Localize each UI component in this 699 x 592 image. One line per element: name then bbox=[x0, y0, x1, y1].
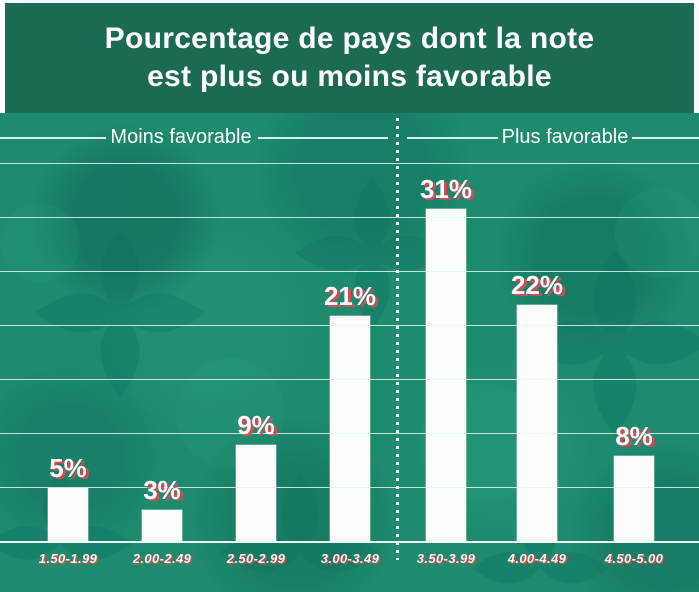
bar bbox=[614, 456, 654, 542]
bar-value-label: 3% bbox=[143, 475, 181, 505]
gridline-20pct bbox=[0, 325, 699, 326]
title-banner: Pourcentage de pays dont la note est plu… bbox=[5, 3, 694, 113]
x-tick-label: 2.00-2.49 bbox=[132, 551, 192, 566]
divider-dotted-line bbox=[396, 118, 399, 560]
bar bbox=[426, 209, 466, 542]
x-tick-label: 4.00-4.49 bbox=[507, 551, 567, 566]
bar bbox=[236, 445, 276, 542]
section-rule-segment bbox=[407, 137, 498, 139]
section-label-plus-favorable: Plus favorable bbox=[501, 126, 629, 148]
gridline-30pct bbox=[0, 217, 699, 218]
background-ornament-pattern bbox=[0, 176, 699, 584]
bar-value-label: 31% bbox=[419, 174, 473, 204]
gridline-35pct bbox=[0, 163, 699, 164]
bar-value-label: 21% bbox=[323, 281, 377, 311]
bar bbox=[48, 488, 88, 542]
section-rule-segment bbox=[632, 137, 699, 139]
bar-value-label: 22% bbox=[510, 270, 564, 300]
section-rule-segment bbox=[0, 137, 106, 139]
chart-title-line-1: Pourcentage de pays dont la note bbox=[104, 22, 595, 55]
gridline-25pct bbox=[0, 271, 699, 272]
section-rule-segment bbox=[258, 137, 388, 139]
bar bbox=[517, 305, 557, 542]
gridline-15pct bbox=[0, 379, 699, 380]
x-axis-line bbox=[0, 541, 699, 543]
section-label-moins-favorable: Moins favorable bbox=[110, 126, 252, 148]
bar bbox=[142, 510, 182, 542]
chart-title-line-2: est plus ou moins favorable bbox=[147, 60, 552, 93]
x-tick-label: 3.50-3.99 bbox=[416, 551, 476, 566]
bar-value-label: 9% bbox=[237, 410, 275, 440]
x-tick-label: 2.50-2.99 bbox=[226, 551, 286, 566]
x-tick-label: 3.00-3.49 bbox=[320, 551, 380, 566]
x-tick-label: 1.50-1.99 bbox=[38, 551, 98, 566]
x-tick-label: 4.50-5.00 bbox=[604, 551, 664, 566]
bar bbox=[330, 316, 370, 542]
gridline-10pct bbox=[0, 433, 699, 434]
bar-value-label: 8% bbox=[615, 421, 653, 451]
bar-value-label: 5% bbox=[49, 453, 87, 483]
chart-area: Moins favorable Plus favorable 5% 1.50-1.… bbox=[0, 113, 699, 592]
gridline-5pct bbox=[0, 487, 699, 488]
